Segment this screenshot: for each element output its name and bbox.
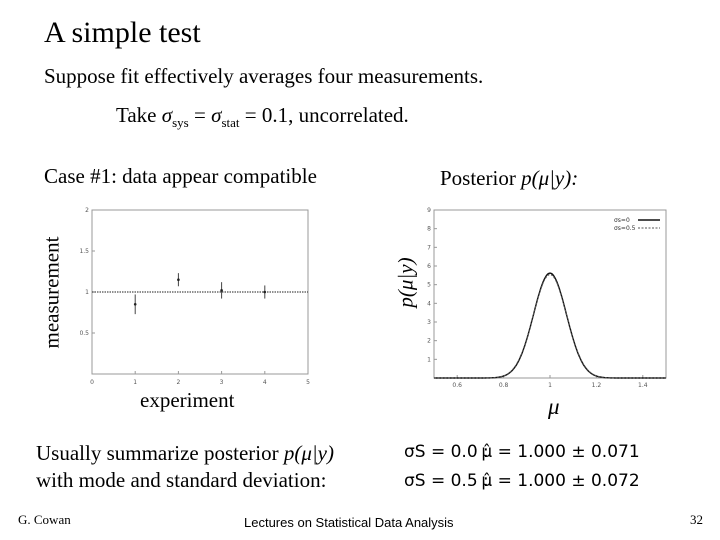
posterior-prefix: Posterior (440, 166, 522, 190)
x-tick-label: 1.2 (592, 382, 602, 389)
left-x-axis-label: experiment (140, 388, 235, 412)
y-tick-label: 8 (427, 226, 431, 233)
equation-row: σS = 0.0 : μ̂ = 1.000 ± 0.071 (404, 438, 640, 467)
measurement-chart: 0 1 2 3 4 5 0.5 1 1.5 2 (80, 207, 310, 386)
x-tick-label: 1 (548, 382, 552, 389)
x-tick-label: 0.8 (499, 382, 509, 389)
data-point (263, 290, 267, 294)
intro-line: Suppose fit effectively averages four me… (44, 64, 484, 88)
sigma-line-prefix: Take (116, 103, 162, 127)
case-label: Case #1: data appear compatible (44, 164, 317, 188)
y-tick-label: 9 (427, 207, 431, 214)
sigma-line: Take σsys = σstat = 0.1, uncorrelated. (116, 103, 409, 131)
posterior-function: p(μ|y): (521, 166, 579, 190)
equals-sign: = (188, 103, 212, 127)
posterior-chart: 0.6 0.8 1 1.2 1.4 1 2 3 4 5 6 7 8 9 σs=0σs=0.5 (427, 207, 667, 389)
measurement-chart-plot: 0 1 2 3 4 5 0.5 1 1.5 2 (80, 207, 310, 386)
sys-subscript: sys (172, 115, 189, 131)
y-tick-label: 2 (427, 338, 431, 345)
y-tick-label: 0.5 (80, 330, 89, 337)
x-tick-label: 2 (176, 379, 180, 386)
right-y-axis-label: p(μ|y) (393, 257, 418, 308)
slide-title: A simple test (44, 16, 201, 49)
sigma-symbol-sys: σ (161, 103, 173, 127)
y-tick-label: 2 (85, 207, 89, 214)
stat-subscript: stat (221, 115, 240, 131)
legend-label: σs=0 (614, 217, 630, 224)
y-tick-label: 1.5 (80, 248, 89, 255)
x-tick-label: 5 (306, 379, 310, 386)
footer-author: G. Cowan (18, 512, 71, 527)
x-tick-label: 1 (133, 379, 137, 386)
estimate-value: μ̂ = 1.000 ± 0.071 (481, 442, 640, 462)
x-tick-label: 3 (220, 379, 224, 386)
posterior-chart-plot: 0.6 0.8 1 1.2 1.4 1 2 3 4 5 6 7 8 9 σs=0σs=0.5 (427, 207, 667, 389)
summary-line-1: Usually summarize posterior p(μ|y) (36, 440, 334, 467)
sigma-s-value: σS = 0.5 : (404, 471, 489, 491)
x-tick-label: 1.4 (638, 382, 648, 389)
footer-title: Lectures on Statistical Data Analysis (244, 515, 454, 530)
sigma-symbol-stat: σ (211, 103, 222, 127)
data-point (177, 278, 180, 281)
plot-frame (433, 209, 667, 379)
y-tick-label: 7 (427, 244, 431, 251)
estimate-value: μ̂ = 1.000 ± 0.072 (481, 471, 640, 491)
x-tick-label: 0.6 (452, 382, 462, 389)
sigma-s-value: σS = 0.0 : (404, 442, 489, 462)
equation-row: σS = 0.5 : μ̂ = 1.000 ± 0.072 (404, 467, 640, 496)
posterior-curve (434, 274, 666, 379)
y-tick-label: 5 (427, 282, 431, 289)
y-tick-label: 3 (427, 319, 431, 326)
y-tick-label: 4 (427, 300, 431, 307)
posterior-label: Posterior p(μ|y): (440, 166, 578, 191)
y-tick-label: 1 (85, 289, 89, 296)
left-y-axis-label: measurement (39, 236, 64, 349)
y-tick-label: 1 (427, 356, 431, 363)
x-tick-label: 4 (263, 379, 267, 386)
summary-prefix: Usually summarize posterior (36, 441, 284, 465)
legend-label: σs=0.5 (614, 225, 636, 232)
sigma-line-suffix: = 0.1, uncorrelated. (239, 103, 409, 127)
summary-text: Usually summarize posterior p(μ|y) with … (36, 440, 334, 494)
y-tick-label: 6 (427, 263, 431, 270)
data-point (133, 303, 137, 306)
x-tick-label: 0 (90, 379, 94, 386)
posterior-curve (434, 272, 666, 379)
result-equations: σS = 0.0 : μ̂ = 1.000 ± 0.071 σS = 0.5 :… (404, 438, 640, 496)
right-x-axis-label: μ (548, 394, 560, 419)
data-point (220, 289, 223, 292)
summary-line-2: with mode and standard deviation: (36, 468, 327, 492)
summary-function: p(μ|y) (283, 441, 334, 465)
page-number: 32 (690, 512, 703, 527)
